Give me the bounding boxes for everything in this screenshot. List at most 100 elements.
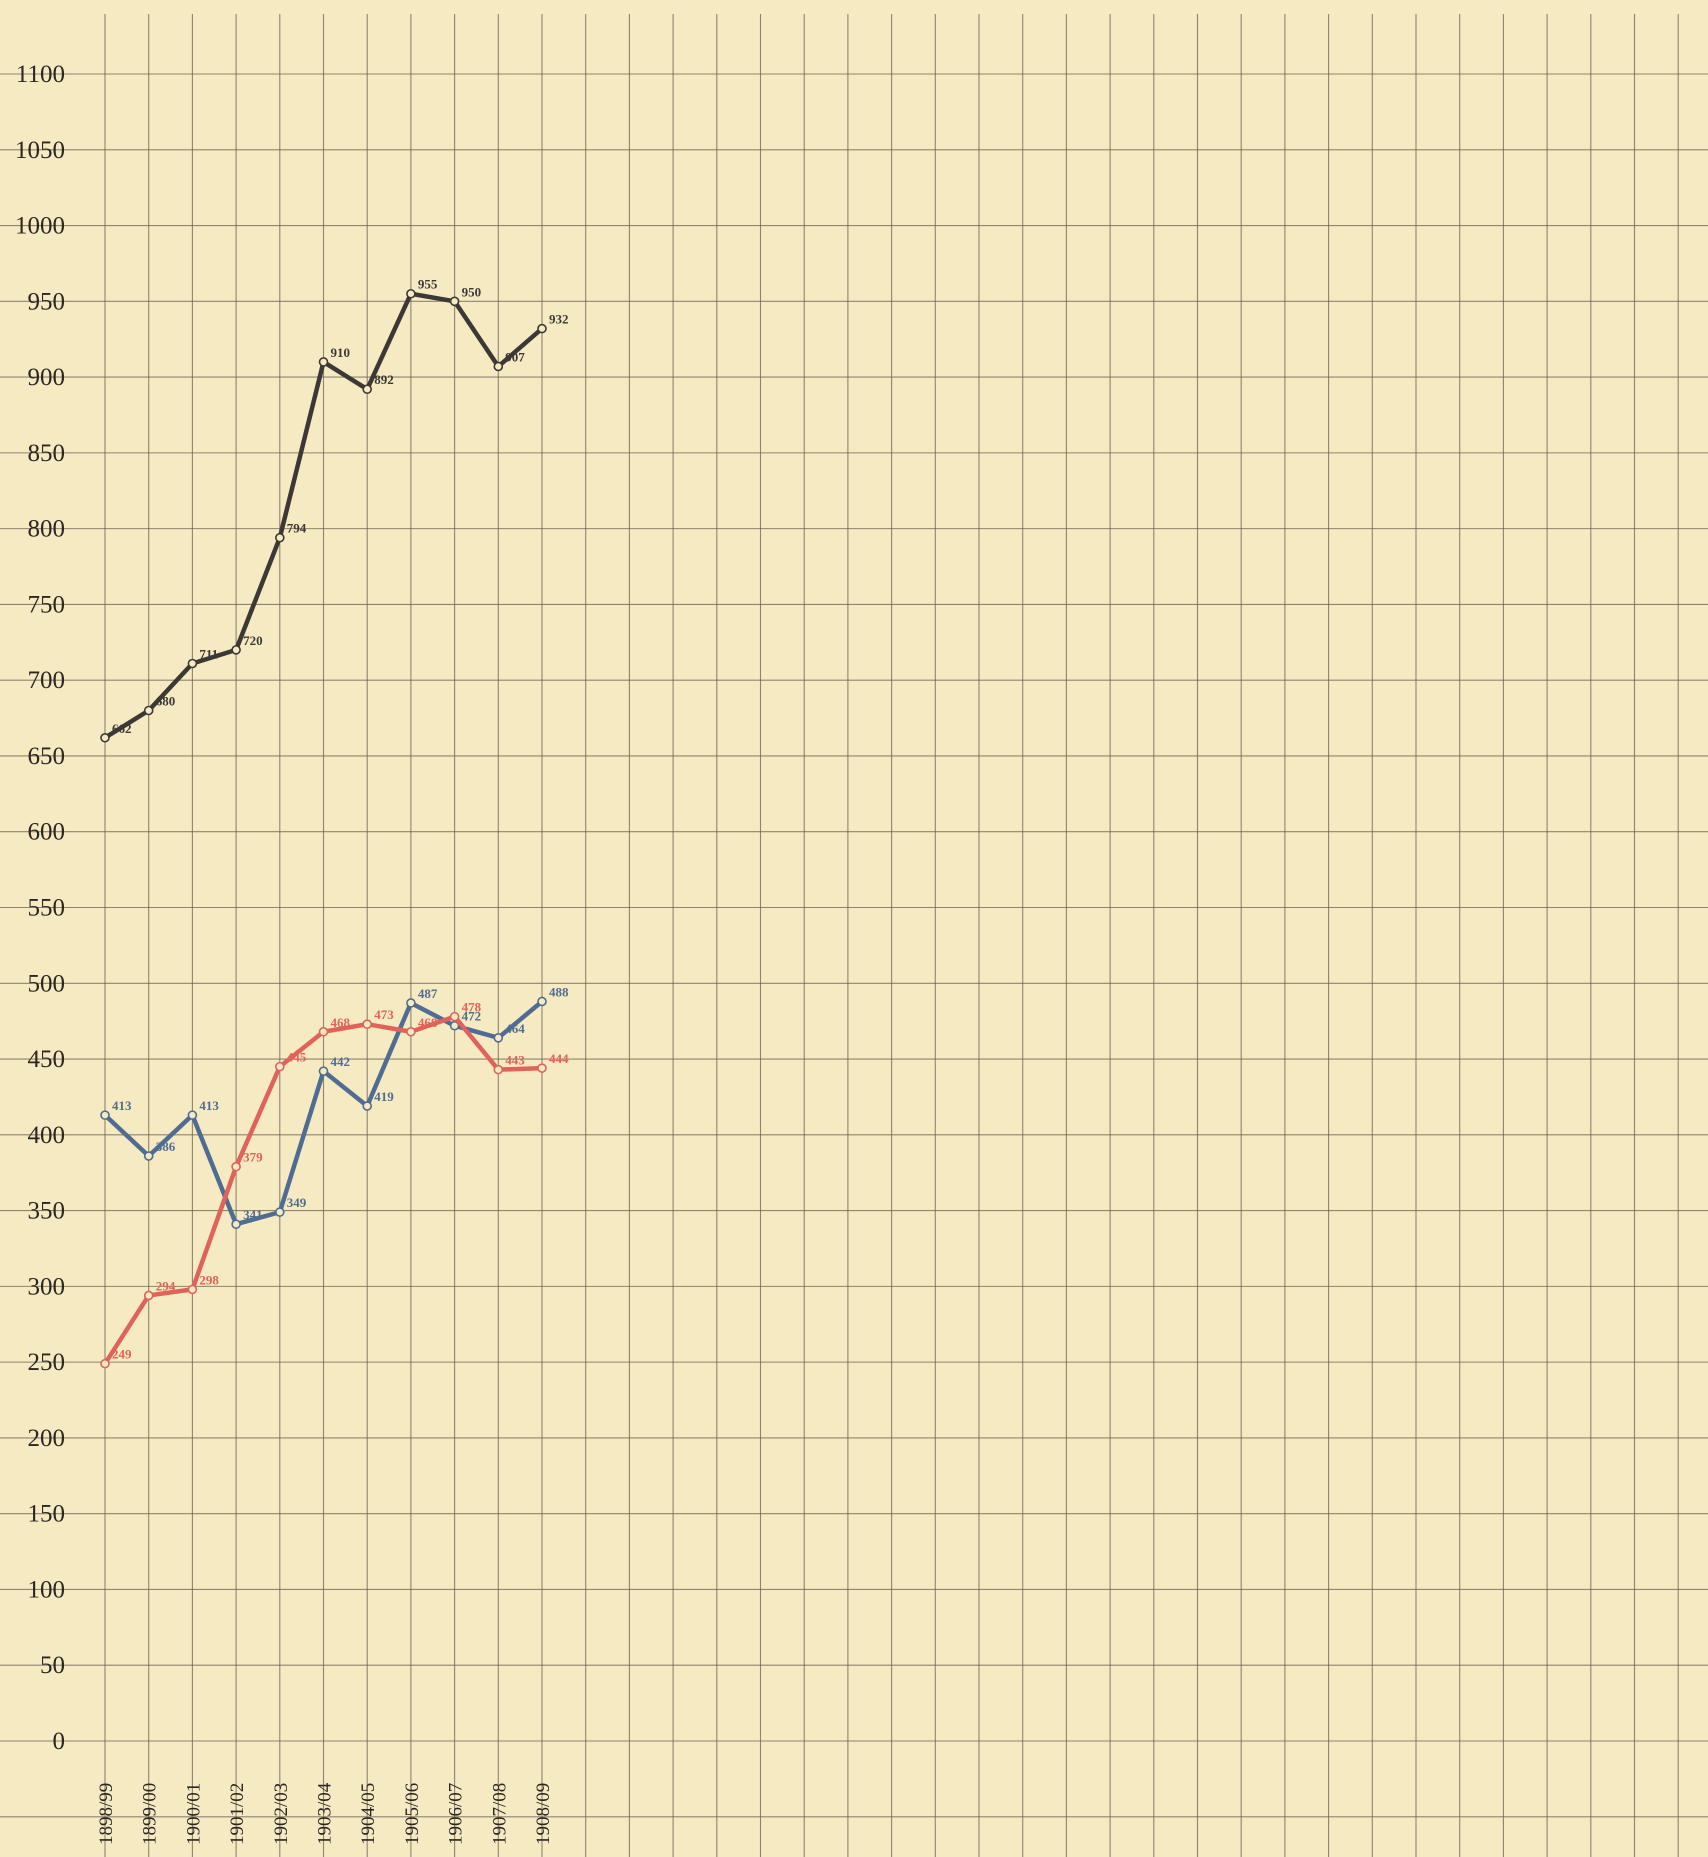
- y-tick-label: 50: [40, 1652, 65, 1679]
- data-point: [100, 732, 110, 743]
- data-point: [274, 532, 285, 543]
- y-tick-label: 200: [28, 1425, 66, 1452]
- data-label: 468: [418, 1015, 438, 1030]
- y-tick-label: 350: [28, 1198, 66, 1225]
- data-point: [449, 1011, 460, 1022]
- data-point: [537, 996, 547, 1007]
- data-label: 478: [462, 1000, 482, 1015]
- data-label: 910: [331, 345, 351, 360]
- data-label: 294: [156, 1278, 176, 1293]
- data-label: 932: [549, 312, 569, 327]
- y-tick-label: 900: [28, 364, 66, 391]
- y-tick-label: 600: [28, 819, 66, 846]
- data-point: [231, 645, 241, 655]
- data-point: [362, 1101, 373, 1111]
- y-tick-label: 700: [28, 667, 66, 694]
- x-tick-label: 1901/02: [227, 1783, 248, 1845]
- data-point: [231, 1219, 241, 1230]
- series-1: 662 680 711 720 794 910 892 955 950 907 932: [100, 277, 569, 743]
- x-tick-label: 1905/06: [402, 1783, 423, 1845]
- x-tick-label: 1900/01: [183, 1783, 204, 1845]
- y-tick-label: 400: [28, 1122, 66, 1149]
- data-label: 720: [243, 633, 263, 648]
- data-point: [537, 323, 547, 334]
- data-point: [143, 705, 154, 716]
- y-tick-label: 500: [28, 970, 66, 997]
- y-tick-label: 650: [28, 743, 66, 770]
- x-tick-label: 1908/09: [533, 1783, 554, 1845]
- y-tick-label: 250: [28, 1349, 66, 1376]
- data-point: [187, 1284, 198, 1295]
- y-tick-label: 450: [28, 1046, 66, 1073]
- data-point: [493, 361, 504, 372]
- data-point: [406, 288, 416, 299]
- x-tick-label: 1898/99: [96, 1783, 117, 1845]
- data-point: [449, 296, 460, 307]
- y-tick-label: 850: [28, 440, 66, 467]
- data-point: [318, 1026, 329, 1037]
- grid-lines: [0, 14, 1708, 1857]
- y-tick-label: 300: [28, 1273, 66, 1300]
- data-label: 907: [505, 349, 525, 364]
- data-label: 464: [505, 1021, 525, 1036]
- data-point: [143, 1290, 154, 1301]
- y-tick-label: 0: [53, 1728, 66, 1755]
- y-tick-label: 950: [28, 288, 66, 315]
- data-label: 249: [112, 1347, 132, 1362]
- data-label: 413: [112, 1098, 132, 1113]
- data-point: [493, 1064, 504, 1075]
- data-point: [274, 1207, 285, 1217]
- data-point: [100, 1358, 110, 1369]
- data-label: 473: [374, 1007, 394, 1022]
- data-label: 443: [505, 1053, 525, 1068]
- x-tick-label: 1902/03: [271, 1783, 292, 1845]
- data-label: 680: [156, 693, 176, 708]
- data-point: [231, 1161, 241, 1172]
- data-label: 468: [331, 1015, 351, 1030]
- data-point: [406, 998, 416, 1008]
- data-label: 419: [374, 1089, 394, 1104]
- y-tick-label: 1000: [15, 213, 65, 240]
- data-label: 711: [199, 647, 218, 662]
- data-label: 298: [199, 1272, 219, 1287]
- data-label: 349: [287, 1195, 307, 1210]
- data-label: 413: [199, 1098, 219, 1113]
- data-point: [143, 1151, 154, 1161]
- data-label: 892: [374, 372, 394, 387]
- data-point: [362, 1019, 373, 1029]
- data-label: 445: [287, 1050, 307, 1065]
- x-tick-label: 1903/04: [315, 1782, 336, 1845]
- data-label: 472: [462, 1009, 482, 1024]
- data-label: 487: [418, 986, 438, 1001]
- y-tick-label: 100: [28, 1576, 66, 1603]
- y-tick-label: 550: [28, 895, 66, 922]
- data-point: [406, 1026, 416, 1037]
- data-point: [493, 1033, 504, 1043]
- x-tick-label: 1899/00: [140, 1783, 161, 1845]
- y-tick-label: 1100: [16, 61, 65, 88]
- data-label: 341: [243, 1207, 263, 1222]
- data-point: [318, 357, 329, 367]
- series-3: 249 294 298 379 445 468 473 468 478 443 444: [100, 1000, 569, 1369]
- data-label: 488: [549, 984, 569, 999]
- y-tick-label: 1050: [15, 137, 65, 164]
- data-series: 6626807117207949108929559509079324133864…: [100, 277, 569, 1369]
- data-point: [537, 1063, 547, 1073]
- x-tick-label: 1907/08: [489, 1783, 510, 1845]
- axis-tick-labels: 0 50 100 150 200 250 300 350 400 450 500 550 600 650 7…: [15, 61, 554, 1845]
- data-label: 379: [243, 1150, 263, 1165]
- x-tick-label: 1906/07: [446, 1783, 467, 1845]
- data-label: 662: [112, 721, 132, 736]
- data-label: 950: [462, 284, 482, 299]
- data-point: [100, 1110, 110, 1120]
- data-point: [318, 1066, 329, 1076]
- x-tick-label: 1904/05: [358, 1783, 379, 1845]
- series-2: 413 386 413 341 349 442 419 487 472 464 488: [100, 984, 569, 1230]
- data-point: [362, 384, 373, 395]
- data-label: 444: [549, 1051, 569, 1066]
- data-point: [187, 658, 198, 669]
- data-point: [449, 1020, 460, 1031]
- data-point: [187, 1110, 198, 1120]
